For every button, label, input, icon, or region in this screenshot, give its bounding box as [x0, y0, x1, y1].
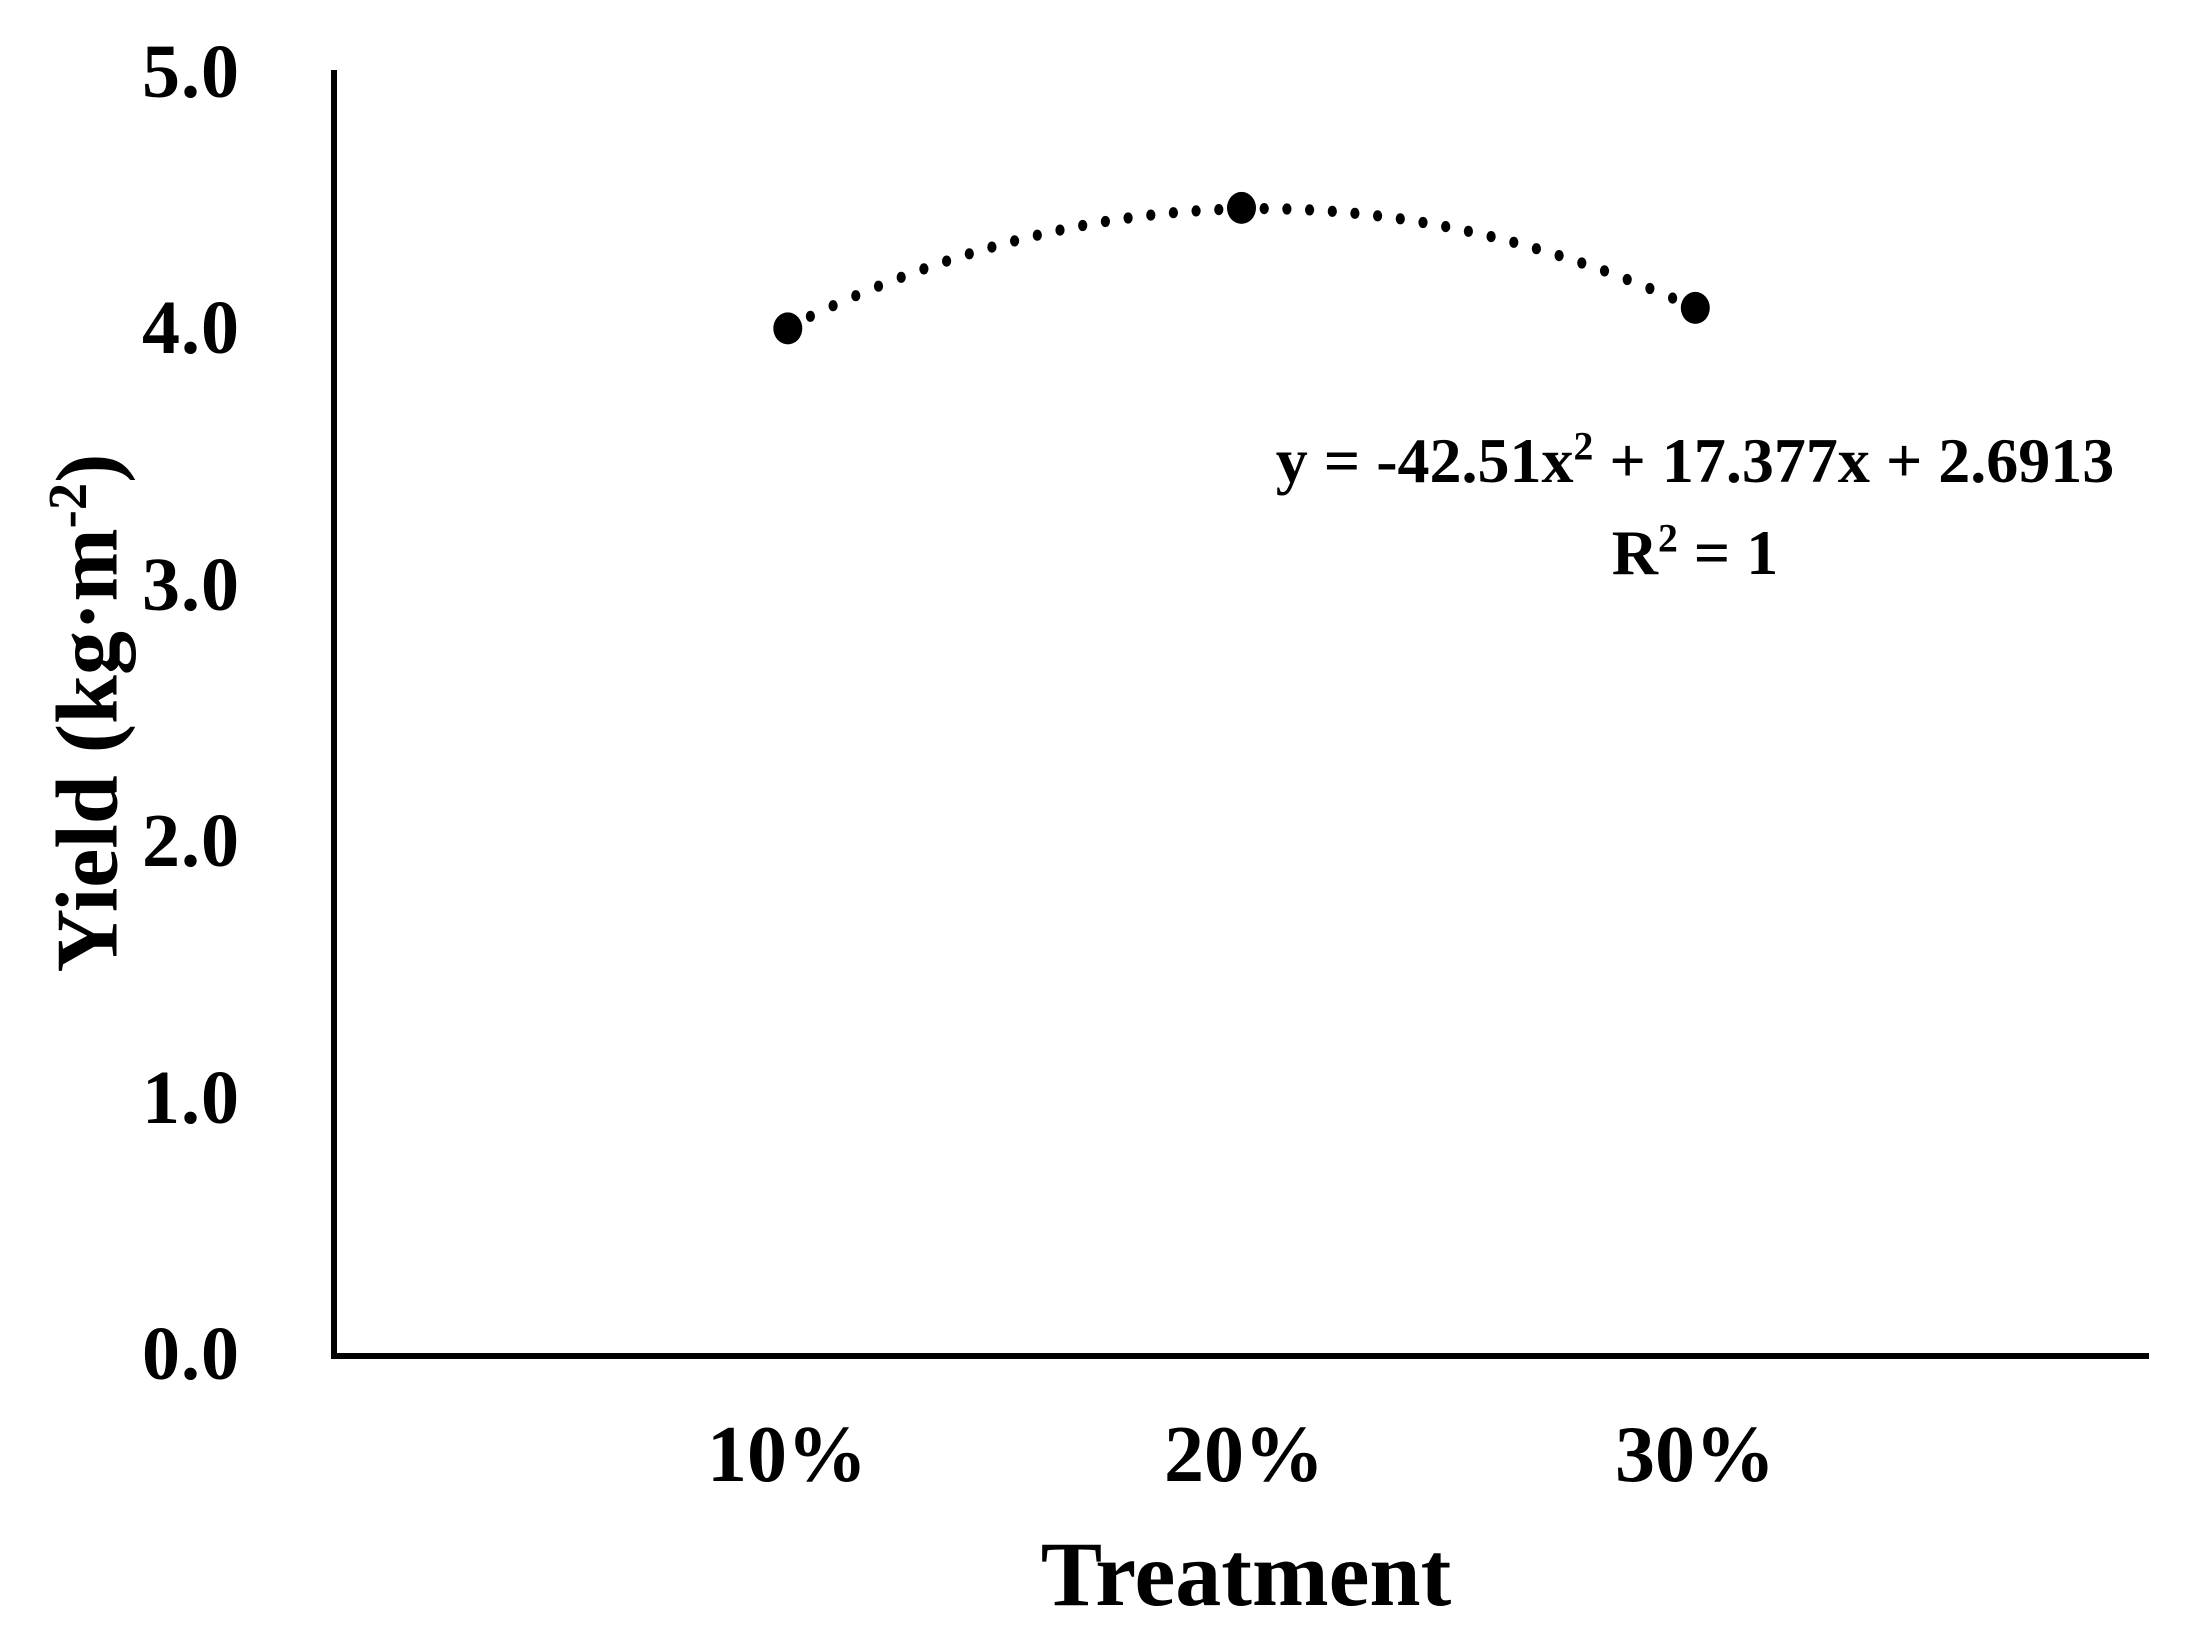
y-axis-title-close: ): [39, 453, 137, 483]
x-tick-label-20pct: 20%: [1164, 1411, 1324, 1499]
y-tick-label-3: 3.0: [142, 543, 240, 627]
trendline-dot: [1032, 229, 1042, 241]
y-tick-label-1: 1.0: [142, 1056, 240, 1140]
trendline-dot: [1010, 235, 1020, 247]
trendline-dot: [1509, 236, 1519, 248]
trendline-dot: [987, 241, 997, 253]
data-point: [1680, 291, 1710, 324]
y-tick-label-5: 5.0: [142, 30, 240, 114]
trendline-dot: [1123, 212, 1133, 224]
equation-superscript: 2: [1573, 424, 1594, 469]
x-axis-title: Treatment: [1040, 1523, 1452, 1625]
trendline-dot: [1554, 250, 1564, 262]
trendline-dot: [1305, 204, 1315, 216]
y-tick-label-4: 4.0: [142, 286, 240, 370]
trendline-dot: [1577, 257, 1587, 269]
trendline-dot: [1327, 205, 1337, 217]
equation-pre: y = -42.51x: [1275, 425, 1574, 496]
trendline-dot: [1146, 209, 1156, 221]
data-point: [773, 312, 803, 345]
trendline-dot: [1168, 207, 1178, 219]
trendline-dot: [1100, 215, 1110, 228]
y-tick-label-0: 0.0: [142, 1312, 240, 1396]
trendline-dot: [828, 300, 838, 312]
trendline-dot: [851, 290, 861, 302]
trendline-dot: [942, 255, 952, 267]
trendline-dot: [1078, 219, 1088, 232]
trendline-dot: [1055, 224, 1065, 236]
trendline-annotation: y = -42.51x2 + 17.377x + 2.6913 R2 = 1: [1195, 415, 2195, 599]
trendline-dot: [1214, 204, 1224, 216]
data-point: [1227, 191, 1256, 224]
x-tick-label-10pct: 10%: [707, 1411, 867, 1499]
trendline-dot: [1282, 203, 1292, 215]
y-axis-title: Yield (kg·m-2): [37, 453, 139, 973]
trendline-dot: [1191, 205, 1201, 217]
trendline-dot: [1373, 210, 1383, 222]
trendline-dot: [1350, 207, 1360, 219]
y-axis-title-text: Yield (kg·m: [39, 528, 137, 973]
r-squared-post: = 1: [1677, 517, 1779, 588]
trendline-dot: [896, 271, 906, 283]
r-squared-pre: R: [1611, 517, 1658, 588]
trendline-dot: [1645, 282, 1655, 295]
trendline-dot: [1622, 273, 1632, 286]
r-squared-label: R2 = 1: [1195, 507, 2195, 599]
trendline-dot: [1418, 216, 1428, 229]
trendline-equation: y = -42.51x2 + 17.377x + 2.6913: [1195, 415, 2195, 507]
y-tick-label-2: 2.0: [142, 799, 240, 883]
trendline-dot: [873, 280, 884, 292]
trendline-dot: [1441, 221, 1451, 233]
trendline-dot: [1395, 213, 1405, 225]
trendline-dot: [1486, 231, 1496, 243]
trendline-dot: [1531, 243, 1541, 255]
trendline-dot: [1668, 292, 1678, 304]
x-tick-label-30pct: 30%: [1615, 1411, 1775, 1499]
y-axis-title-superscript: -2: [37, 482, 99, 529]
trendline-dot: [919, 263, 929, 275]
trendline-dot: [1599, 265, 1610, 277]
r-squared-superscript: 2: [1657, 516, 1678, 561]
trendline-dot: [964, 248, 974, 260]
trendline-dot: [1463, 225, 1473, 237]
trendline-dot: [805, 310, 816, 322]
trendline-dot: [1259, 203, 1269, 215]
equation-post: + 17.377x + 2.6913: [1593, 425, 2115, 496]
